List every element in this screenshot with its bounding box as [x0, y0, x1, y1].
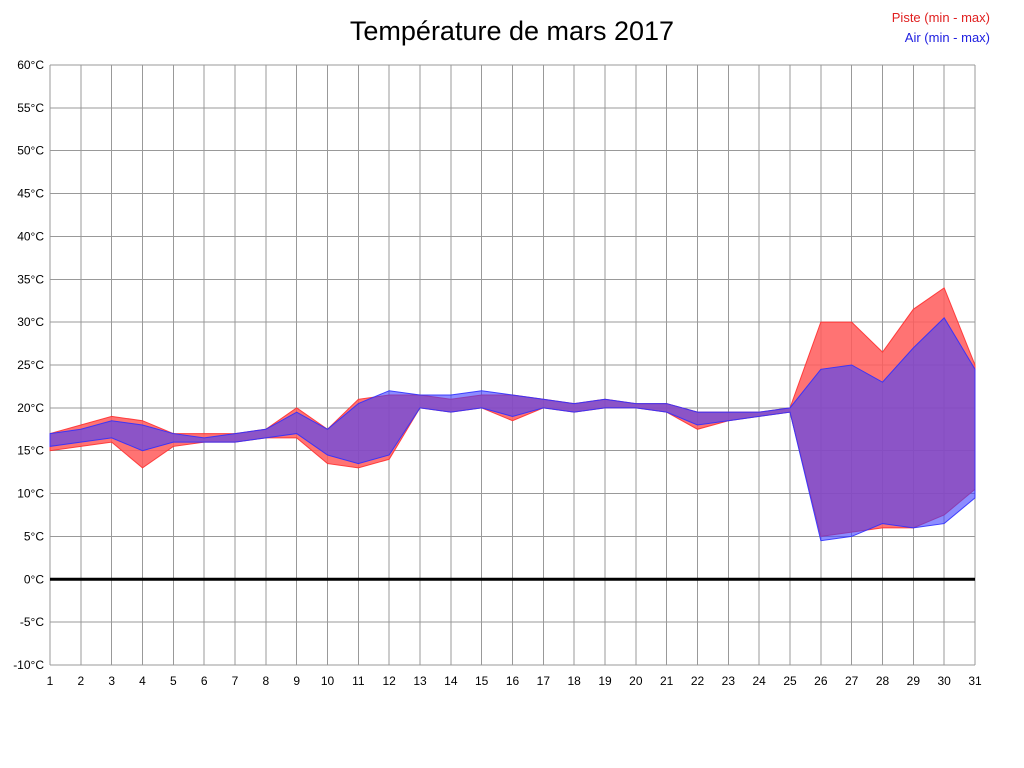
grid — [49, 64, 976, 666]
svg-text:1: 1 — [47, 674, 54, 688]
svg-text:2: 2 — [77, 674, 84, 688]
svg-text:13: 13 — [413, 674, 427, 688]
svg-text:-10°C: -10°C — [13, 658, 44, 672]
svg-text:12: 12 — [382, 674, 396, 688]
svg-text:18: 18 — [567, 674, 581, 688]
svg-text:20°C: 20°C — [17, 401, 44, 415]
x-axis-labels: 1 2 3 4 5 6 7 8 9 10 11 12 13 14 15 16 17 18 19 20 21 22 23 24 2… — [47, 674, 982, 688]
svg-text:21: 21 — [660, 674, 674, 688]
svg-text:35°C: 35°C — [17, 272, 44, 286]
svg-text:30°C: 30°C — [17, 315, 44, 329]
svg-text:50°C: 50°C — [17, 144, 44, 158]
svg-text:10°C: 10°C — [17, 487, 44, 501]
svg-text:17: 17 — [537, 674, 551, 688]
chart-title: Température de mars 2017 — [349, 16, 675, 46]
svg-text:23: 23 — [722, 674, 736, 688]
svg-text:25: 25 — [783, 674, 797, 688]
svg-text:5°C: 5°C — [24, 529, 44, 543]
svg-text:60°C: 60°C — [17, 58, 44, 72]
svg-text:8: 8 — [262, 674, 269, 688]
svg-text:20: 20 — [629, 674, 643, 688]
chart-legend: Piste (min - max) Air (min - max) — [892, 8, 990, 48]
svg-text:31: 31 — [968, 674, 982, 688]
svg-text:30: 30 — [937, 674, 951, 688]
svg-text:6: 6 — [201, 674, 208, 688]
svg-text:40°C: 40°C — [17, 229, 44, 243]
svg-text:5: 5 — [170, 674, 177, 688]
svg-text:16: 16 — [506, 674, 520, 688]
svg-text:-5°C: -5°C — [20, 615, 44, 629]
svg-text:55°C: 55°C — [17, 101, 44, 115]
svg-text:15: 15 — [475, 674, 489, 688]
svg-text:29: 29 — [907, 674, 921, 688]
svg-text:24: 24 — [752, 674, 766, 688]
svg-text:14: 14 — [444, 674, 458, 688]
svg-text:25°C: 25°C — [17, 358, 44, 372]
svg-text:45°C: 45°C — [17, 187, 44, 201]
svg-text:7: 7 — [232, 674, 239, 688]
svg-text:9: 9 — [293, 674, 300, 688]
y-axis-labels: -10°C -5°C 0°C 5°C 10°C 15°C 20°C 25°C 30°C 35°C 4… — [13, 58, 44, 672]
svg-text:4: 4 — [139, 674, 146, 688]
air-minmax-band — [49, 317, 976, 542]
svg-text:28: 28 — [876, 674, 890, 688]
svg-text:11: 11 — [352, 674, 365, 688]
legend-air: Air (min - max) — [904, 30, 990, 45]
svg-text:15°C: 15°C — [17, 444, 44, 458]
legend-piste: Piste (min - max) — [891, 10, 990, 25]
svg-text:0°C: 0°C — [24, 572, 44, 586]
svg-text:22: 22 — [691, 674, 705, 688]
svg-text:26: 26 — [814, 674, 828, 688]
svg-text:27: 27 — [845, 674, 859, 688]
svg-text:10: 10 — [321, 674, 335, 688]
svg-text:3: 3 — [108, 674, 115, 688]
svg-text:19: 19 — [598, 674, 612, 688]
